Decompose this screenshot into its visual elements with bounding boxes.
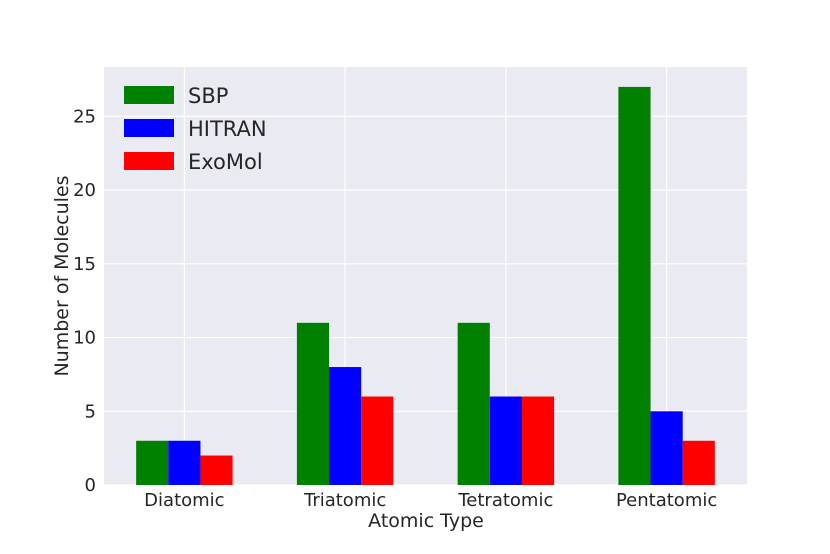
x-tick-label: Diatomic	[144, 490, 224, 511]
y-tick-label: 10	[73, 328, 96, 349]
y-tick-label: 5	[85, 401, 96, 422]
bar-sbp-pentatomic	[618, 86, 651, 486]
y-tick-label: 0	[85, 475, 96, 496]
bar-sbp-triatomic	[296, 322, 330, 485]
bar-exomol-triatomic	[361, 396, 394, 485]
x-tick-label: Pentatomic	[616, 490, 717, 511]
bar-hitran-triatomic	[329, 367, 362, 485]
bar-hitran-tetratomic	[489, 396, 522, 485]
y-tick-labels: 0 5 10 15 20 25	[73, 106, 96, 496]
bar-sbp-diatomic	[136, 440, 169, 485]
x-tick-label: Triatomic	[303, 490, 386, 511]
x-axis-label: Atomic Type	[368, 510, 484, 532]
bar-sbp-tetratomic	[457, 322, 490, 485]
legend: SBP HITRAN ExoMol	[124, 84, 267, 174]
bar-exomol-pentatomic	[682, 440, 715, 485]
y-axis-label: Number of Molecules	[51, 175, 73, 376]
legend-swatch-sbp	[124, 86, 174, 104]
legend-swatch-hitran	[124, 119, 174, 137]
y-tick-label: 25	[73, 106, 96, 127]
legend-label-sbp: SBP	[188, 84, 228, 108]
bar-exomol-tetratomic	[521, 396, 555, 485]
legend-label-hitran: HITRAN	[188, 117, 267, 141]
legend-label-exomol: ExoMol	[188, 150, 263, 174]
bars	[136, 86, 715, 486]
y-tick-label: 15	[73, 254, 96, 275]
x-tick-label: Tetratomic	[457, 490, 553, 511]
bar-exomol-diatomic	[200, 455, 233, 485]
x-tick-labels: Diatomic Triatomic Tetratomic Pentatomic	[144, 490, 717, 511]
y-tick-label: 20	[73, 180, 96, 201]
bar-hitran-diatomic	[168, 440, 201, 485]
bar-hitran-pentatomic	[650, 411, 683, 485]
legend-swatch-exomol	[124, 152, 174, 170]
